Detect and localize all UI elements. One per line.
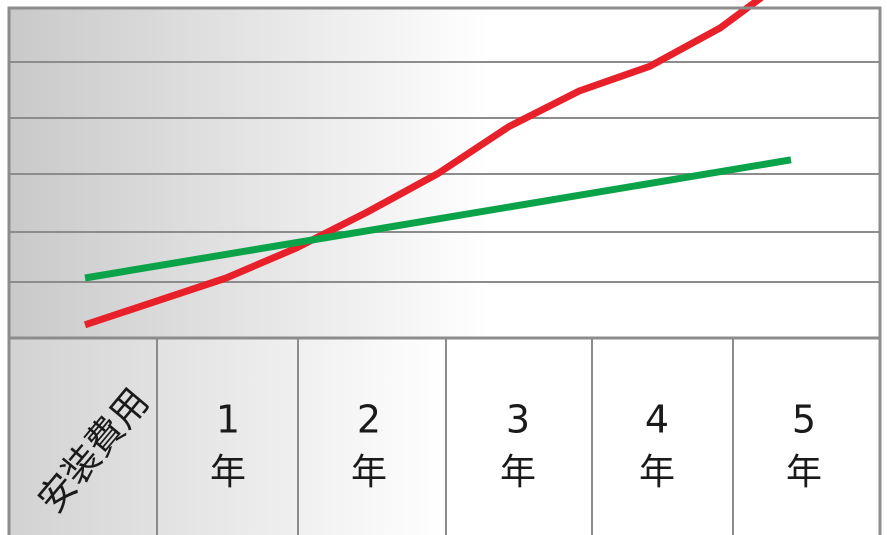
- category-labels: 1 年 2 年 3 年 4 年 5 年: [210, 398, 822, 494]
- category-unit-2: 年: [351, 452, 387, 493]
- category-table-background: [9, 338, 880, 535]
- category-unit-1: 年: [210, 452, 246, 493]
- category-unit-5: 年: [786, 452, 822, 493]
- category-number-2: 2: [357, 398, 381, 442]
- category-number-1: 1: [216, 398, 240, 442]
- outer-border: [7, 6, 882, 535]
- category-unit-3: 年: [500, 452, 536, 493]
- series-line-1: [83, 0, 764, 329]
- series-layer: [83, 0, 792, 329]
- gridlines: [9, 61, 880, 283]
- category-number-3: 3: [506, 398, 530, 442]
- category-unit-4: 年: [639, 452, 675, 493]
- category-number-4: 4: [645, 398, 669, 442]
- category-table-lines: [9, 336, 880, 535]
- series-line-2: [84, 156, 792, 282]
- category-number-5: 5: [792, 398, 816, 442]
